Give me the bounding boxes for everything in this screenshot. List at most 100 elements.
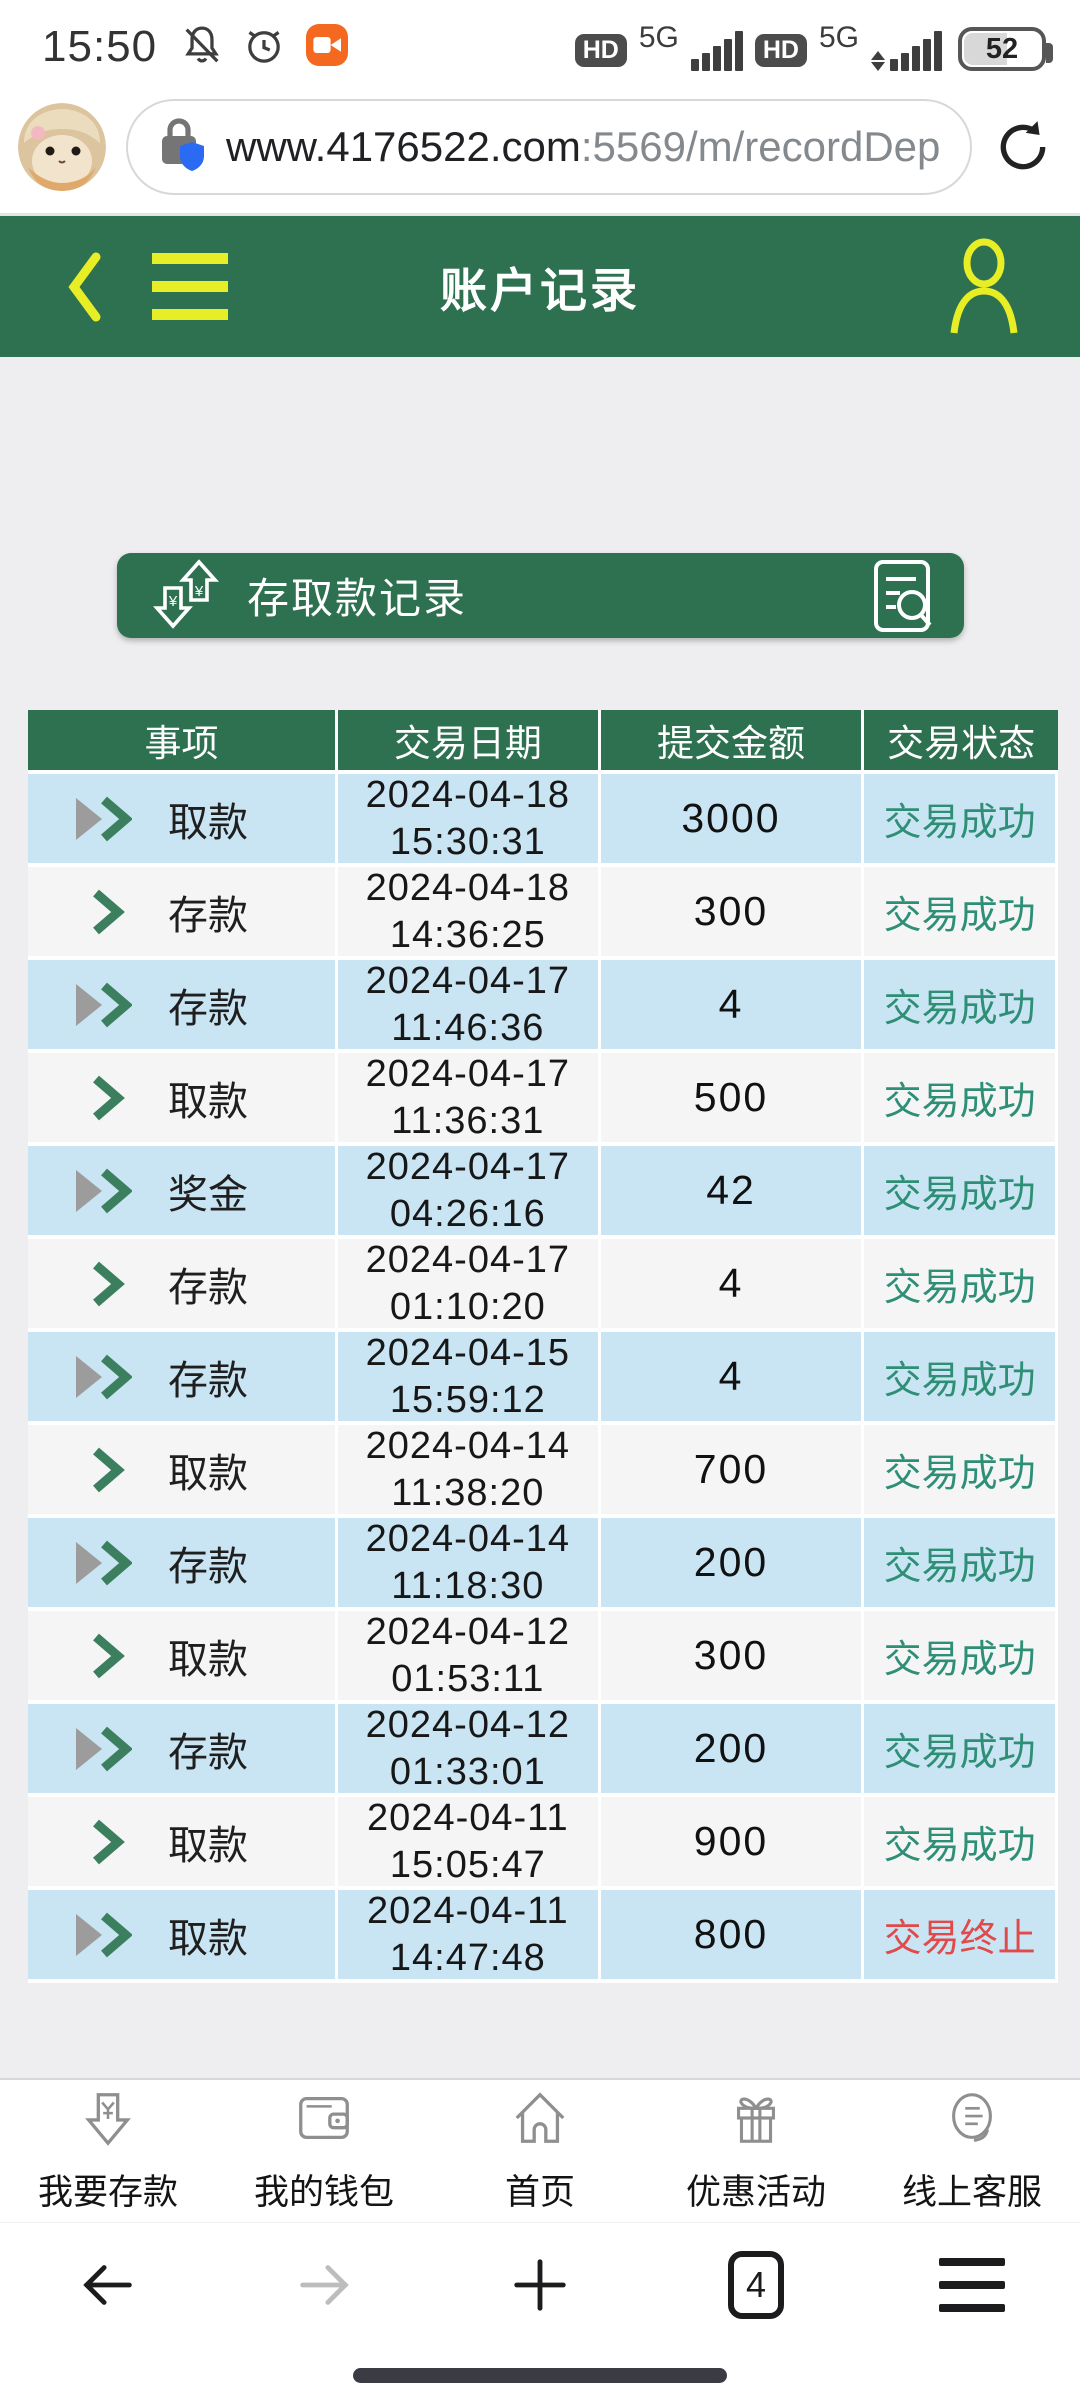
browser-url-bar: www.4176522.com:5569/m/recordDep [0, 80, 1080, 213]
search-records-icon[interactable] [870, 557, 934, 635]
record-type-cell: 存款 [28, 960, 339, 1049]
record-time: 15:30:31 [389, 820, 546, 863]
record-date-cell: 2024-04-12 01:33:01 [338, 1704, 601, 1793]
site-security-lock-icon[interactable] [154, 112, 210, 181]
table-row[interactable]: 存款 2024-04-17 01:10:20 4 交易成功 [28, 1239, 1058, 1332]
record-type: 存款 [168, 986, 248, 1031]
record-type: 存款 [168, 893, 248, 938]
record-status: 交易成功 [864, 960, 1058, 1049]
nav-label: 线上客服 [901, 2173, 1042, 2212]
home-indicator[interactable] [353, 2368, 727, 2383]
nav-item-wallet[interactable]: 我的钱包 [216, 2087, 432, 2215]
clock-time: 15:50 [42, 22, 158, 71]
record-date-cell: 2024-04-11 15:05:47 [338, 1797, 601, 1886]
app-header: 账户记录 [0, 216, 1080, 357]
records-banner: ¥ ¥ 存取款记录 [117, 553, 964, 638]
record-date-cell: 2024-04-17 11:46:36 [338, 960, 601, 1049]
record-date: 2024-04-17 [365, 1053, 571, 1096]
column-header: 事项 [28, 710, 339, 770]
record-amount: 200 [601, 1518, 865, 1607]
browser-back-button[interactable] [0, 2254, 216, 2316]
deposit-withdraw-icon: ¥ ¥ [149, 556, 223, 635]
table-row[interactable]: 取款 2024-04-18 15:30:31 3000 交易成功 [28, 774, 1058, 867]
chevron-right-icon [74, 1261, 132, 1307]
reload-button[interactable] [992, 118, 1054, 176]
record-time: 04:26:16 [389, 1192, 546, 1235]
chevron-right-icon [74, 1447, 132, 1493]
tab-switcher-button[interactable]: 4 [648, 2250, 864, 2319]
avatar[interactable] [18, 102, 106, 191]
record-time: 15:05:47 [389, 1843, 546, 1886]
banner-title: 存取款记录 [247, 575, 468, 622]
nav-item-customer-service[interactable]: 线上客服 [864, 2087, 1080, 2215]
table-row[interactable]: 取款 2024-04-11 15:05:47 900 交易成功 [28, 1797, 1058, 1890]
chevron-right-icon [74, 1540, 132, 1586]
record-date-cell: 2024-04-18 15:30:31 [338, 774, 601, 863]
record-date-cell: 2024-04-11 14:47:48 [338, 1890, 601, 1979]
table-row[interactable]: 存款 2024-04-14 11:18:30 200 交易成功 [28, 1518, 1058, 1611]
nav-item-promotions[interactable]: 优惠活动 [648, 2087, 864, 2215]
chevron-right-icon [74, 1726, 132, 1772]
nav-item-home[interactable]: 首页 [432, 2087, 648, 2215]
chevron-right-icon [74, 1633, 132, 1679]
table-row[interactable]: 取款 2024-04-11 14:47:48 800 交易终止 [28, 1890, 1058, 1983]
record-type: 奖金 [168, 1172, 248, 1217]
svg-text:¥: ¥ [194, 583, 204, 600]
record-type: 取款 [168, 800, 248, 845]
record-status: 交易成功 [864, 1053, 1058, 1142]
back-button[interactable] [62, 247, 108, 327]
record-date: 2024-04-11 [367, 1890, 569, 1933]
table-row[interactable]: 取款 2024-04-14 11:38:20 700 交易成功 [28, 1425, 1058, 1518]
record-type: 取款 [168, 1823, 248, 1868]
record-amount: 200 [601, 1704, 865, 1793]
table-row[interactable]: 存款 2024-04-15 15:59:12 4 交易成功 [28, 1332, 1058, 1425]
battery-indicator: 52 [958, 27, 1053, 71]
record-date-cell: 2024-04-14 11:38:20 [338, 1425, 601, 1514]
record-date: 2024-04-15 [365, 1332, 571, 1375]
record-date-cell: 2024-04-17 11:36:31 [338, 1053, 601, 1142]
table-row[interactable]: 取款 2024-04-12 01:53:11 300 交易成功 [28, 1611, 1058, 1704]
menu-icon[interactable] [152, 253, 228, 320]
column-header: 交易状态 [887, 723, 1036, 764]
chevron-right-icon [74, 796, 132, 842]
alarm-clock-icon [241, 22, 287, 73]
record-amount: 300 [601, 867, 865, 956]
record-amount: 900 [601, 1797, 865, 1886]
record-type-cell: 取款 [28, 1611, 339, 1700]
record-type: 取款 [168, 1079, 248, 1124]
record-date: 2024-04-12 [365, 1704, 571, 1747]
record-type-cell: 存款 [28, 1704, 339, 1793]
table-row[interactable]: 存款 2024-04-18 14:36:25 300 交易成功 [28, 867, 1058, 960]
record-date: 2024-04-12 [365, 1611, 571, 1654]
customer-service-icon [941, 2087, 1003, 2154]
chevron-right-icon [74, 1912, 132, 1958]
record-type-cell: 存款 [28, 1332, 339, 1421]
signal-bars-icon [690, 31, 743, 71]
record-type-cell: 取款 [28, 1053, 339, 1142]
browser-menu-button[interactable] [864, 2257, 1080, 2312]
table-row[interactable]: 奖金 2024-04-17 04:26:16 42 交易成功 [28, 1146, 1058, 1239]
profile-icon[interactable] [946, 235, 1022, 339]
deposit-icon [77, 2087, 139, 2154]
url-input[interactable]: www.4176522.com:5569/m/recordDep [126, 98, 972, 195]
record-date-cell: 2024-04-14 11:18:30 [338, 1518, 601, 1607]
record-time: 01:10:20 [389, 1285, 546, 1328]
table-row[interactable]: 存款 2024-04-17 11:46:36 4 交易成功 [28, 960, 1058, 1053]
column-header: 提交金额 [601, 710, 865, 770]
table-row[interactable]: 存款 2024-04-12 01:33:01 200 交易成功 [28, 1704, 1058, 1797]
record-date: 2024-04-17 [365, 1146, 571, 1189]
svg-text:¥: ¥ [168, 593, 178, 610]
signal-bars-icon [871, 31, 942, 71]
wallet-icon [293, 2087, 355, 2154]
record-date: 2024-04-14 [365, 1425, 571, 1468]
new-tab-button[interactable] [432, 2254, 648, 2316]
record-date-cell: 2024-04-15 15:59:12 [338, 1332, 601, 1421]
record-amount: 700 [601, 1425, 865, 1514]
home-icon [509, 2087, 571, 2154]
browser-forward-button[interactable] [216, 2254, 432, 2316]
record-date: 2024-04-17 [365, 1239, 571, 1282]
table-row[interactable]: 取款 2024-04-17 11:36:31 500 交易成功 [28, 1053, 1058, 1146]
record-date: 2024-04-17 [365, 960, 571, 1003]
nav-item-deposit[interactable]: 我要存款 [0, 2087, 216, 2215]
tab-count: 4 [728, 2250, 784, 2319]
